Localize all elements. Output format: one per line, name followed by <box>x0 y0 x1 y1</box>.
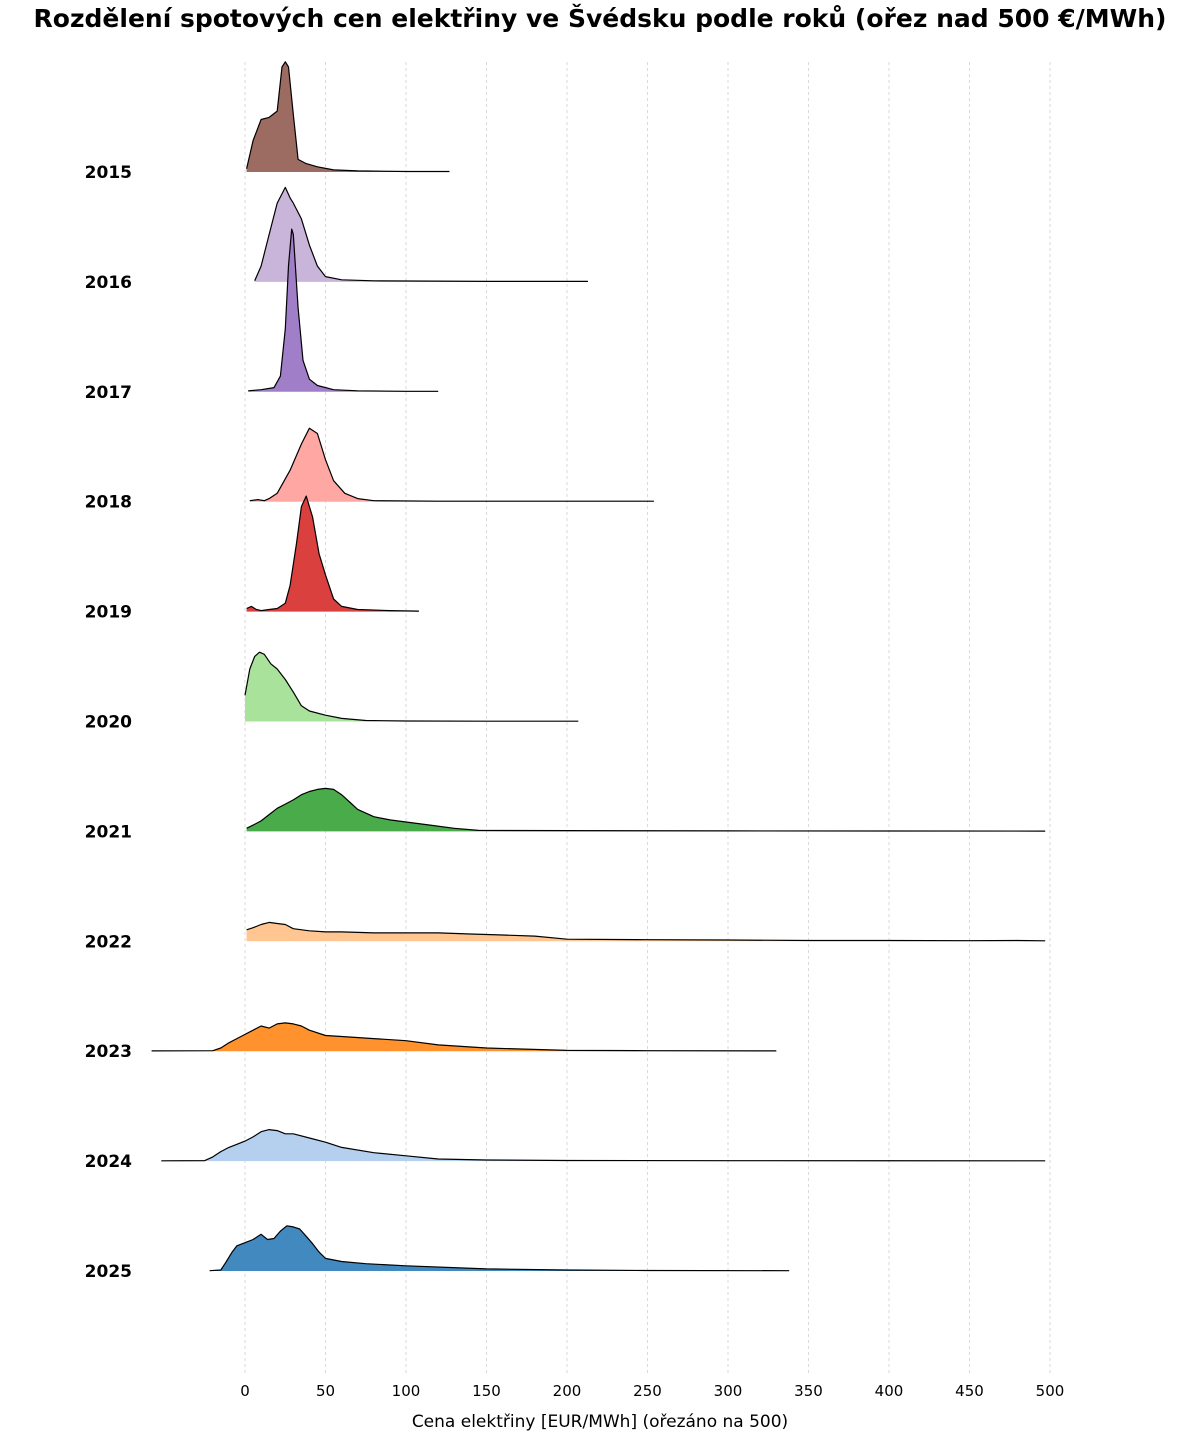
ridge-2017: 2017 <box>85 228 439 403</box>
series-label-2022: 2022 <box>85 932 132 952</box>
ridge-area-2022 <box>246 922 1046 942</box>
ridge-line-2018 <box>249 427 654 502</box>
series-label-2018: 2018 <box>85 493 132 513</box>
ridge-line-2017 <box>248 228 439 392</box>
series-label-2015: 2015 <box>85 163 132 183</box>
ridges: 2015 2016 2017 2018 2019 2020 2021 2022 2023 2024… <box>85 61 1046 1282</box>
x-tick-label: 150 <box>472 1382 501 1400</box>
ridge-line-2019 <box>246 495 419 612</box>
ridge-line-2021 <box>246 787 1046 832</box>
ridge-line-2022 <box>246 921 1046 942</box>
ridge-2022: 2022 <box>85 921 1046 952</box>
series-label-2023: 2023 <box>85 1042 132 1062</box>
x-tick-label: 400 <box>875 1382 904 1400</box>
ridge-area-2024 <box>161 1129 1046 1162</box>
ridge-2020: 2020 <box>85 651 579 733</box>
ridge-line-2020 <box>244 651 579 722</box>
chart-title: Rozdělení spotových cen elektřiny ve Švé… <box>33 4 1167 33</box>
ridge-2015: 2015 <box>85 61 450 183</box>
ridge-area-2019 <box>246 496 419 612</box>
ridge-line-2015 <box>246 61 450 173</box>
ridge-area-2015 <box>246 61 450 172</box>
x-tick-label: 200 <box>553 1382 582 1400</box>
ridge-2021: 2021 <box>85 787 1046 842</box>
x-tick-label: 250 <box>633 1382 662 1400</box>
ridge-line-2023 <box>151 1022 777 1052</box>
ridge-area-2025 <box>209 1225 790 1271</box>
x-tick-label: 350 <box>794 1382 823 1400</box>
ridge-2025: 2025 <box>85 1225 790 1282</box>
x-tick-label: 500 <box>1036 1382 1065 1400</box>
series-label-2020: 2020 <box>85 713 132 733</box>
ridge-2016: 2016 <box>85 186 588 293</box>
series-label-2016: 2016 <box>85 273 132 293</box>
ridge-line-2016 <box>254 186 588 282</box>
series-label-2024: 2024 <box>85 1152 132 1172</box>
x-tick-label: 300 <box>714 1382 743 1400</box>
ridge-area-2017 <box>248 229 439 392</box>
ridge-2023: 2023 <box>85 1022 777 1062</box>
x-tick-label: 50 <box>316 1382 335 1400</box>
series-label-2025: 2025 <box>85 1262 132 1282</box>
ridge-area-2020 <box>245 652 579 722</box>
ridge-2018: 2018 <box>85 427 654 513</box>
ridge-2019: 2019 <box>85 495 419 623</box>
x-tick-label: 450 <box>955 1382 984 1400</box>
x-axis-label: Cena elektřiny [EUR/MWh] (ořezáno na 500… <box>411 1412 789 1432</box>
ridge-2024: 2024 <box>85 1129 1046 1172</box>
series-label-2017: 2017 <box>85 383 132 403</box>
grid-lines <box>244 62 1051 1376</box>
ridge-area-2021 <box>246 788 1046 832</box>
ridge-area-2018 <box>249 428 654 502</box>
ridge-line-2025 <box>209 1225 790 1272</box>
ridge-area-2016 <box>254 187 588 282</box>
series-label-2019: 2019 <box>85 603 132 623</box>
series-label-2021: 2021 <box>85 822 132 842</box>
ridge-line-2024 <box>161 1129 1046 1162</box>
x-axis-ticks: 0 50 100 150 200 250 300 350 400 450 500 <box>240 1382 1064 1400</box>
x-tick-label: 100 <box>392 1382 421 1400</box>
x-tick-label: 0 <box>240 1382 250 1400</box>
